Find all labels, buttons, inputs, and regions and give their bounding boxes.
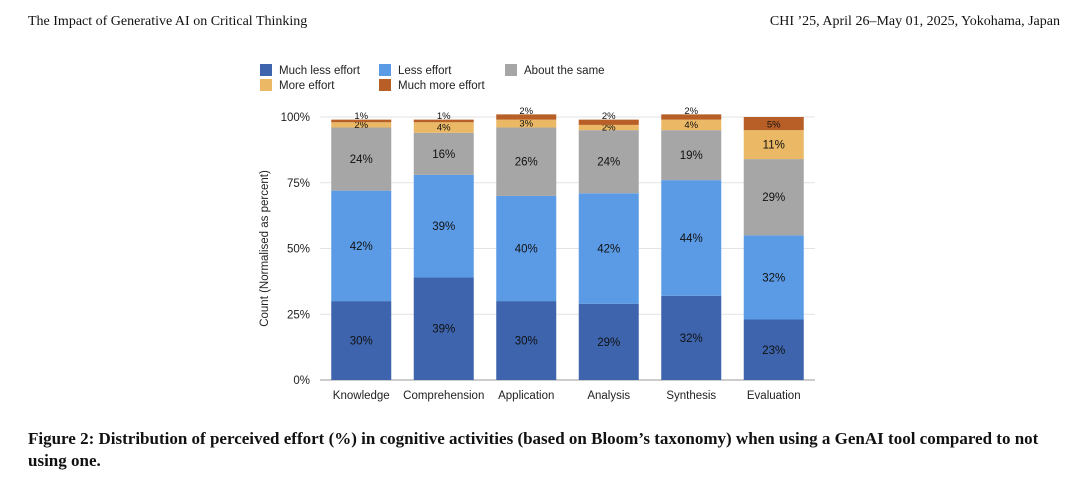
- legend-label: More effort: [279, 80, 335, 92]
- x-tick-label: Knowledge: [333, 390, 390, 402]
- bar-segment: [496, 195, 557, 302]
- bar-segment: [331, 119, 392, 123]
- y-tick-label: 50%: [287, 244, 310, 256]
- bar-segment: [743, 159, 804, 236]
- bar-segment: [496, 119, 557, 128]
- bar-segment: [661, 295, 722, 380]
- bar-segment: [578, 130, 639, 194]
- x-tick-label: Analysis: [587, 390, 630, 402]
- legend-swatch: [260, 64, 272, 76]
- bar-segment: [578, 124, 639, 131]
- bar-segment: [331, 127, 392, 191]
- data-label: 23%: [762, 345, 785, 357]
- legend-swatch: [379, 64, 391, 76]
- bar-segment: [413, 174, 474, 278]
- bar-segment: [331, 190, 392, 302]
- bar-segment: [578, 119, 639, 125]
- data-label: 16%: [432, 149, 455, 161]
- x-tick-label: Synthesis: [666, 390, 716, 402]
- data-label: 26%: [515, 157, 538, 169]
- data-label: 2%: [602, 111, 616, 122]
- data-label: 32%: [680, 333, 703, 345]
- chart-svg: 0% 25% 50% 75% 100% Count (Normalised as perc…: [259, 64, 815, 402]
- bar-segment: [661, 114, 722, 120]
- bar-segment: [578, 303, 639, 380]
- legend-label: Much less effort: [279, 65, 361, 77]
- data-label: 29%: [597, 337, 620, 349]
- data-label: 2%: [519, 106, 533, 117]
- bar-segment: [743, 235, 804, 320]
- legend-label: About the same: [524, 65, 605, 77]
- bar-segment: [578, 193, 639, 304]
- bar-segment: [661, 119, 722, 131]
- data-label: 32%: [762, 272, 785, 284]
- data-label: 30%: [350, 336, 373, 348]
- data-label: 39%: [432, 221, 455, 233]
- stacked-bar-chart: 0% 25% 50% 75% 100% Count (Normalised as perc…: [250, 56, 830, 406]
- x-tick-label: Evaluation: [747, 390, 801, 402]
- data-label: 2%: [684, 106, 698, 117]
- data-label: 11%: [763, 140, 785, 152]
- figure-caption: Figure 2: Distribution of perceived effo…: [28, 429, 1039, 470]
- x-tick-label: Application: [498, 390, 554, 402]
- data-label: 24%: [597, 157, 620, 169]
- bar-segment: [331, 301, 392, 380]
- data-label: 2%: [354, 120, 368, 131]
- running-header-title: The Impact of Generative AI on Critical …: [28, 14, 308, 29]
- running-header-venue: CHI ’25, April 26–May 01, 2025, Yokohama…: [769, 14, 1060, 29]
- bar-segment: [413, 122, 474, 133]
- legend-swatch: [379, 79, 391, 91]
- y-tick-label: 0%: [293, 375, 310, 387]
- data-label: 2%: [602, 123, 616, 134]
- legend-swatch: [505, 64, 517, 76]
- data-label: 19%: [680, 150, 703, 162]
- data-label: 44%: [680, 233, 703, 245]
- data-label: 30%: [515, 336, 538, 348]
- data-label: 42%: [350, 241, 373, 253]
- bar-segment: [496, 301, 557, 380]
- bar-segment: [413, 277, 474, 380]
- data-label: 24%: [350, 154, 373, 166]
- bar-segment: [661, 180, 722, 296]
- bar-segment: [413, 119, 474, 123]
- bar-segment: [496, 127, 557, 196]
- data-label: 1%: [354, 111, 368, 122]
- y-tick-label: 75%: [287, 178, 310, 190]
- data-label: 5%: [767, 120, 781, 131]
- y-tick-label: 25%: [287, 309, 310, 321]
- bar-segment: [743, 117, 804, 131]
- data-label: 29%: [762, 192, 785, 204]
- data-label: 4%: [684, 120, 698, 131]
- bar-segment: [496, 114, 557, 120]
- legend-label: Less effort: [398, 65, 452, 77]
- data-label: 40%: [515, 244, 538, 256]
- legend-label: Much more effort: [398, 80, 486, 92]
- data-label: 39%: [432, 324, 455, 336]
- data-label: 4%: [437, 123, 451, 134]
- y-axis-label: Count (Normalised as percent): [259, 170, 271, 327]
- bar-segment: [413, 132, 474, 175]
- bar-segment: [743, 319, 804, 380]
- legend-swatch: [260, 79, 272, 91]
- data-label: 3%: [519, 119, 533, 130]
- x-tick-label: Comprehension: [403, 390, 484, 402]
- y-tick-label: 100%: [281, 112, 310, 124]
- bar-segment: [661, 130, 722, 181]
- bar-segment: [331, 122, 392, 128]
- bar-segment: [743, 130, 804, 160]
- data-label: 42%: [597, 244, 620, 256]
- data-label: 1%: [437, 111, 451, 122]
